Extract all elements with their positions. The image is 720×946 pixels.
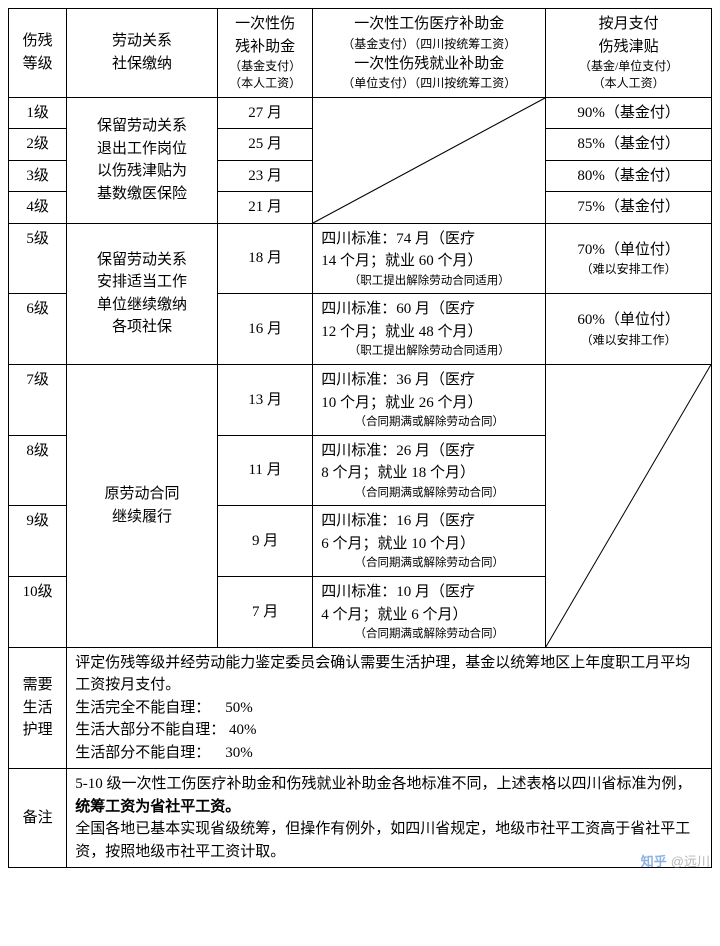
level-cell: 6级 xyxy=(9,294,67,365)
level-cell: 9级 xyxy=(9,506,67,577)
detail-cell: 四川标准：26 月（医疗8 个月；就业 18 个月） （合同期满或解除劳动合同） xyxy=(313,435,546,506)
header-onetime: 一次性伤残补助金 （基金支付）（本人工资） xyxy=(217,9,312,98)
detail-cell: 四川标准：10 月（医疗4 个月；就业 6 个月） （合同期满或解除劳动合同） xyxy=(313,577,546,648)
header-relation: 劳动关系社保缴纳 xyxy=(67,9,218,98)
level-cell: 8级 xyxy=(9,435,67,506)
months-cell: 23 月 xyxy=(217,160,312,192)
months-cell: 11 月 xyxy=(217,435,312,506)
care-c-label: 生活部分不能自理： xyxy=(75,745,210,761)
table-row: 7级 原劳动合同继续履行 13 月 四川标准：36 月（医疗10 个月；就业 2… xyxy=(9,365,712,436)
detail-sub: （合同期满或解除劳动合同） xyxy=(321,626,537,643)
detail-sub: （合同期满或解除劳动合同） xyxy=(321,485,537,502)
injury-compensation-table: 伤残等级 劳动关系社保缴纳 一次性伤残补助金 （基金支付）（本人工资） 一次性工… xyxy=(8,8,712,868)
pay-cell: 60%（单位付） （难以安排工作） xyxy=(546,294,712,365)
detail-main: 四川标准：36 月（医疗10 个月；就业 26 个月） xyxy=(321,369,537,414)
pay-main: 70%（单位付） xyxy=(549,239,708,262)
detail-main: 四川标准：74 月（医疗14 个月；就业 60 个月） xyxy=(321,228,537,273)
level-cell: 3级 xyxy=(9,160,67,192)
pay-cell: 70%（单位付） （难以安排工作） xyxy=(546,223,712,294)
relation-cell: 原劳动合同继续履行 xyxy=(67,365,218,648)
pay-cell: 85%（基金付） xyxy=(546,129,712,161)
detail-main: 四川标准：60 月（医疗12 个月；就业 48 个月） xyxy=(321,298,537,343)
header-monthly: 按月支付伤残津贴 （基金/单位支付）（本人工资） xyxy=(546,9,712,98)
pay-cell: 80%（基金付） xyxy=(546,160,712,192)
level-cell: 5级 xyxy=(9,223,67,294)
note-p1b: 统筹工资为省社平工资。 xyxy=(75,799,240,815)
header-medical-l2: 一次性伤残就业补助金 xyxy=(316,53,542,76)
header-medical-s1: （基金支付）（四川按统筹工资） xyxy=(316,36,542,53)
care-body: 评定伤残等级并经劳动能力鉴定委员会确认需要生活护理，基金以统筹地区上年度职工月平… xyxy=(67,647,712,769)
pay-main: 60%（单位付） xyxy=(549,309,708,332)
detail-sub: （职工提出解除劳动合同适用） xyxy=(321,343,537,360)
pay-cell: 90%（基金付） xyxy=(546,97,712,129)
note-row: 备注 5-10 级一次性工伤医疗补助金和伤残就业补助金各地标准不同，上述表格以四… xyxy=(9,769,712,868)
relation-cell: 保留劳动关系安排适当工作单位继续缴纳各项社保 xyxy=(67,223,218,364)
months-cell: 21 月 xyxy=(217,192,312,224)
diagonal-empty-cell xyxy=(546,365,712,648)
relation-cell: 保留劳动关系退出工作岗位以伤残津贴为基数缴医保险 xyxy=(67,97,218,223)
note-p2: 全国各地已基本实现省级统筹，但操作有例外，如四川省规定，地级市社平工资高于省社平… xyxy=(75,818,703,863)
table-row: 5级 保留劳动关系安排适当工作单位继续缴纳各项社保 18 月 四川标准：74 月… xyxy=(9,223,712,294)
months-cell: 9 月 xyxy=(217,506,312,577)
header-monthly-main: 按月支付伤残津贴 xyxy=(549,13,708,58)
detail-main: 四川标准：26 月（医疗8 个月；就业 18 个月） xyxy=(321,440,537,485)
level-cell: 1级 xyxy=(9,97,67,129)
header-medical-l1: 一次性工伤医疗补助金 xyxy=(316,13,542,36)
pay-sub: （难以安排工作） xyxy=(549,261,708,278)
note-p1a: 5-10 级一次性工伤医疗补助金和伤残就业补助金各地标准不同，上述表格以四川省标… xyxy=(75,776,691,792)
care-row: 需要生活护理 评定伤残等级并经劳动能力鉴定委员会确认需要生活护理，基金以统筹地区… xyxy=(9,647,712,769)
care-b-label: 生活大部分不能自理： xyxy=(75,722,225,738)
detail-cell: 四川标准：60 月（医疗12 个月；就业 48 个月） （职工提出解除劳动合同适… xyxy=(313,294,546,365)
detail-main: 四川标准：10 月（医疗4 个月；就业 6 个月） xyxy=(321,581,537,626)
pay-sub: （难以安排工作） xyxy=(549,332,708,349)
header-onetime-sub: （基金支付）（本人工资） xyxy=(221,58,309,93)
months-cell: 27 月 xyxy=(217,97,312,129)
months-cell: 25 月 xyxy=(217,129,312,161)
detail-cell: 四川标准：74 月（医疗14 个月；就业 60 个月） （职工提出解除劳动合同适… xyxy=(313,223,546,294)
level-cell: 2级 xyxy=(9,129,67,161)
header-monthly-sub: （基金/单位支付）（本人工资） xyxy=(549,58,708,93)
detail-sub: （合同期满或解除劳动合同） xyxy=(321,414,537,431)
detail-cell: 四川标准：36 月（医疗10 个月；就业 26 个月） （合同期满或解除劳动合同… xyxy=(313,365,546,436)
note-label: 备注 xyxy=(9,769,67,868)
care-c-val: 30% xyxy=(225,745,253,761)
diagonal-empty-cell xyxy=(313,97,546,223)
care-b-val: 40% xyxy=(229,722,257,738)
months-cell: 13 月 xyxy=(217,365,312,436)
care-a-val: 50% xyxy=(225,700,253,716)
care-a-label: 生活完全不能自理： xyxy=(75,700,210,716)
level-cell: 7级 xyxy=(9,365,67,436)
detail-sub: （合同期满或解除劳动合同） xyxy=(321,555,537,572)
months-cell: 7 月 xyxy=(217,577,312,648)
header-medical-s2: （单位支付）（四川按统筹工资） xyxy=(316,75,542,92)
level-cell: 10级 xyxy=(9,577,67,648)
zhihu-logo-icon: 知乎 xyxy=(641,851,667,870)
table-row: 1级 保留劳动关系退出工作岗位以伤残津贴为基数缴医保险 27 月 90%（基金付… xyxy=(9,97,712,129)
months-cell: 16 月 xyxy=(217,294,312,365)
watermark-text: @远川 xyxy=(671,851,710,870)
detail-cell: 四川标准：16 月（医疗6 个月；就业 10 个月） （合同期满或解除劳动合同） xyxy=(313,506,546,577)
detail-sub: （职工提出解除劳动合同适用） xyxy=(321,273,537,290)
level-cell: 4级 xyxy=(9,192,67,224)
watermark: 知乎 @远川 xyxy=(641,851,710,870)
months-cell: 18 月 xyxy=(217,223,312,294)
pay-cell: 75%（基金付） xyxy=(546,192,712,224)
header-level: 伤残等级 xyxy=(9,9,67,98)
header-row: 伤残等级 劳动关系社保缴纳 一次性伤残补助金 （基金支付）（本人工资） 一次性工… xyxy=(9,9,712,98)
header-medical: 一次性工伤医疗补助金 （基金支付）（四川按统筹工资） 一次性伤残就业补助金 （单… xyxy=(313,9,546,98)
detail-main: 四川标准：16 月（医疗6 个月；就业 10 个月） xyxy=(321,510,537,555)
header-onetime-main: 一次性伤残补助金 xyxy=(221,13,309,58)
note-body: 5-10 级一次性工伤医疗补助金和伤残就业补助金各地标准不同，上述表格以四川省标… xyxy=(67,769,712,868)
care-label: 需要生活护理 xyxy=(9,647,67,769)
care-intro: 评定伤残等级并经劳动能力鉴定委员会确认需要生活护理，基金以统筹地区上年度职工月平… xyxy=(75,652,703,697)
